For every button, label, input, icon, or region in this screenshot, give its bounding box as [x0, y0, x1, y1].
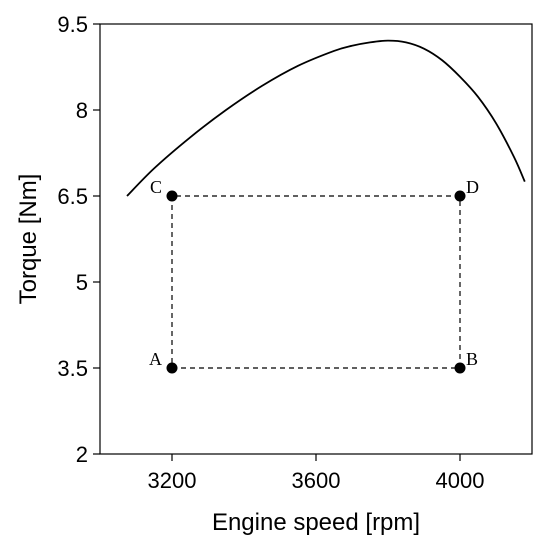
- operating-region-box: [171, 195, 461, 369]
- point-d: [454, 190, 466, 202]
- x-tick-label: 4000: [436, 468, 485, 493]
- y-axis-title: Torque [Nm]: [15, 174, 42, 305]
- point-c: [166, 190, 178, 202]
- point-label-c: C: [150, 177, 162, 197]
- y-tick-label: 9.5: [57, 12, 88, 37]
- point-label-a: A: [149, 349, 162, 369]
- point-b: [454, 362, 466, 374]
- y-tick-label: 8: [76, 98, 88, 123]
- y-axis-ticks: 2 3.5 5 6.5 8 9.5: [57, 12, 100, 467]
- torque-curve: [126, 39, 526, 197]
- y-tick-label: 5: [76, 270, 88, 295]
- point-label-d: D: [466, 177, 479, 197]
- y-tick-label: 2: [76, 442, 88, 467]
- point-a: [166, 362, 178, 374]
- x-axis-ticks: 3200 3600 4000: [148, 454, 485, 493]
- x-tick-label: 3200: [148, 468, 197, 493]
- x-tick-label: 3600: [292, 468, 341, 493]
- x-axis-title: Engine speed [rpm]: [212, 509, 420, 536]
- point-label-b: B: [466, 349, 478, 369]
- y-tick-label: 6.5: [57, 184, 88, 209]
- y-tick-label: 3.5: [57, 356, 88, 381]
- plot-frame: [99, 23, 533, 455]
- operating-points: A B C D: [149, 177, 479, 374]
